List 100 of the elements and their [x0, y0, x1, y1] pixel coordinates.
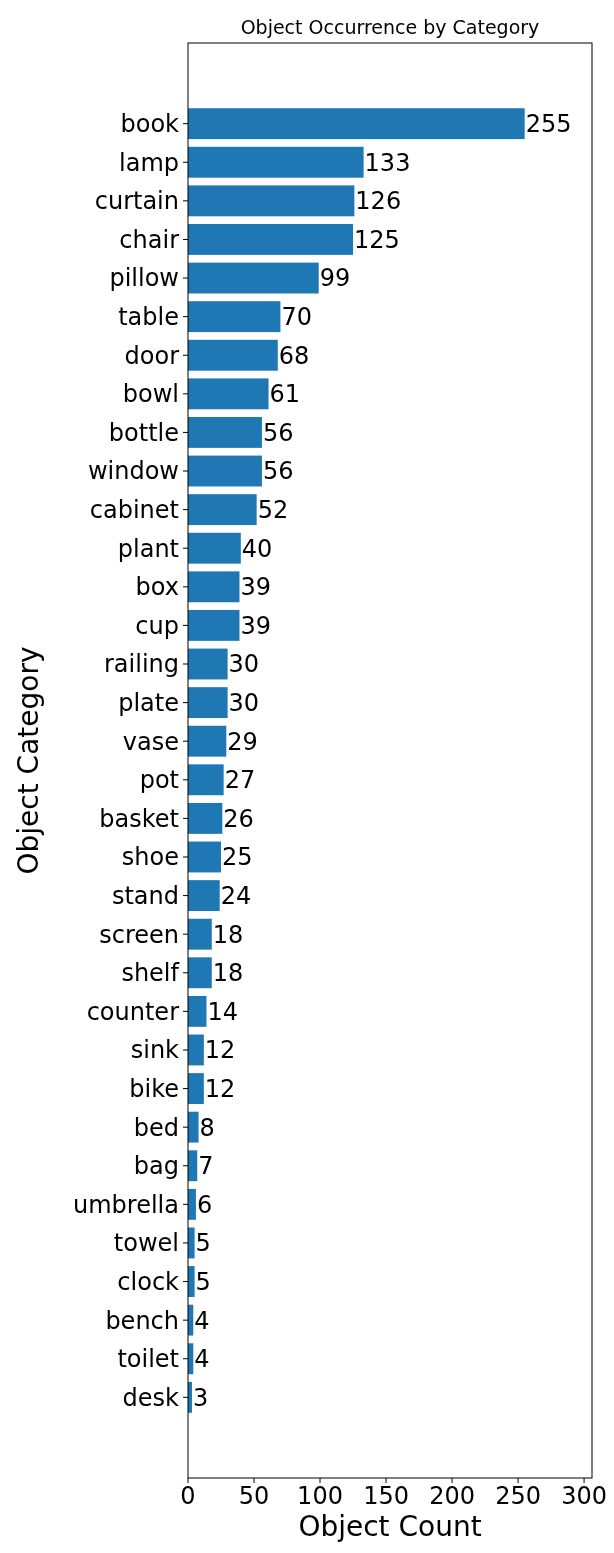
data-label: 7 — [198, 1152, 214, 1181]
data-label: 125 — [354, 225, 400, 254]
x-tick-label: 250 — [495, 1482, 541, 1510]
bar — [188, 1111, 199, 1143]
y-tick-label: pot — [139, 766, 179, 795]
bar — [188, 802, 223, 834]
data-label: 5 — [195, 1229, 211, 1258]
y-tick-label: umbrella — [73, 1190, 179, 1219]
bar — [188, 301, 281, 333]
x-tick-label: 0 — [180, 1482, 196, 1510]
y-tick-label: window — [87, 457, 179, 486]
y-tick-label: bag — [133, 1152, 179, 1181]
bar — [188, 841, 222, 873]
bar — [188, 146, 364, 178]
bar — [188, 648, 228, 680]
y-tick-label: box — [135, 573, 179, 602]
x-tick-label: 50 — [238, 1482, 270, 1510]
y-tick-label: bench — [105, 1306, 179, 1335]
y-tick-label: curtain — [94, 187, 179, 216]
y-tick-label: railing — [103, 650, 179, 679]
bar — [188, 185, 355, 217]
y-tick-label: counter — [86, 997, 180, 1026]
data-label: 18 — [212, 959, 244, 988]
y-tick-label: toilet — [117, 1345, 179, 1374]
data-label: 6 — [196, 1190, 213, 1219]
data-label: 3 — [192, 1383, 209, 1412]
x-tick-label: 150 — [363, 1482, 409, 1510]
bar — [188, 918, 212, 950]
y-tick-label: towel — [113, 1229, 179, 1258]
data-label: 133 — [364, 148, 411, 177]
data-label: 56 — [262, 457, 294, 486]
bar — [188, 725, 227, 757]
bar — [188, 494, 257, 526]
y-tick-label: cabinet — [89, 496, 179, 525]
y-tick-label: clock — [117, 1267, 180, 1296]
x-axis-title: Object Count — [298, 1510, 482, 1543]
bar — [188, 455, 262, 487]
y-tick-label: door — [124, 341, 180, 370]
y-tick-label: sink — [130, 1036, 180, 1065]
data-label: 56 — [262, 418, 294, 447]
data-label: 39 — [240, 611, 272, 640]
y-tick-label: basket — [99, 804, 179, 833]
y-tick-label: desk — [122, 1383, 180, 1412]
x-tick-label: 100 — [297, 1482, 343, 1510]
x-tick-label: 200 — [429, 1482, 475, 1510]
y-tick-label: plate — [118, 689, 179, 718]
data-label: 61 — [269, 380, 301, 409]
bar — [188, 339, 278, 371]
y-tick-label: chair — [119, 225, 180, 254]
data-label: 30 — [228, 650, 260, 679]
data-label: 255 — [525, 110, 572, 139]
bar — [188, 764, 224, 796]
bar — [188, 1266, 195, 1297]
y-tick-label: shoe — [121, 843, 179, 872]
bar — [188, 1034, 204, 1066]
data-label: 126 — [355, 187, 402, 216]
y-tick-label: cup — [135, 611, 179, 640]
data-label: 39 — [240, 573, 272, 602]
y-tick-label: bottle — [108, 418, 179, 447]
bar — [188, 609, 240, 641]
data-label: 24 — [220, 881, 252, 910]
bar — [188, 687, 228, 719]
bar — [188, 1073, 204, 1105]
data-label: 4 — [194, 1345, 210, 1374]
data-label: 25 — [222, 843, 253, 872]
y-tick-label: table — [118, 303, 179, 332]
bar — [188, 262, 319, 294]
y-tick-label: screen — [99, 920, 179, 949]
y-tick-label: pillow — [109, 264, 179, 293]
x-tick-label: 300 — [561, 1482, 607, 1510]
data-label: 4 — [194, 1306, 210, 1335]
y-axis-title: Object Category — [12, 646, 45, 875]
y-tick-label: bike — [129, 1074, 179, 1103]
bar — [188, 417, 262, 448]
bar — [188, 224, 354, 255]
bar — [188, 108, 525, 140]
y-tick-label: bowl — [122, 380, 179, 409]
data-label: 14 — [207, 997, 239, 1026]
y-tick-label: stand — [111, 881, 179, 910]
y-tick-label: book — [120, 110, 180, 139]
data-label: 29 — [227, 727, 258, 756]
y-tick-label: shelf — [121, 959, 180, 988]
bar — [188, 957, 212, 989]
data-label: 12 — [204, 1074, 236, 1103]
chart-title: Object Occurrence by Category — [240, 16, 540, 38]
data-label: 52 — [257, 496, 289, 525]
data-label: 30 — [228, 689, 260, 718]
data-label: 26 — [223, 804, 254, 833]
data-label: 68 — [278, 341, 310, 370]
data-label: 40 — [241, 534, 273, 563]
data-label: 8 — [199, 1113, 215, 1142]
y-tick-label: bed — [133, 1113, 179, 1142]
data-label: 27 — [224, 766, 256, 795]
bar — [188, 532, 241, 564]
data-label: 18 — [212, 920, 244, 949]
bar — [188, 571, 240, 603]
data-label: 12 — [204, 1036, 236, 1065]
y-tick-label: plant — [117, 534, 179, 563]
data-label: 70 — [281, 303, 312, 332]
bar — [188, 995, 207, 1027]
